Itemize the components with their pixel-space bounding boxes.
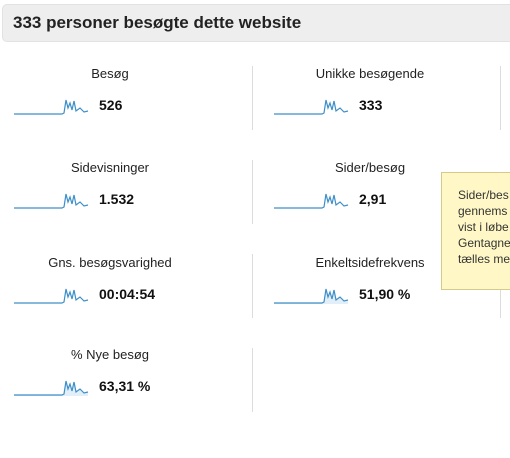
sparkline	[274, 288, 349, 304]
tooltip-line: tælles me	[458, 252, 510, 266]
sparkline	[14, 288, 89, 304]
metric[interactable]: Sider/besøg 2,91	[270, 160, 470, 240]
metric-label: Unikke besøgende	[315, 66, 425, 81]
metric[interactable]: % Nye besøg 63,31 %	[10, 347, 210, 427]
metric[interactable]: Unikke besøgende 333	[270, 66, 470, 146]
metric-label: Gns. besøgsvarighed	[48, 255, 172, 270]
sparkline	[274, 193, 349, 209]
divider	[252, 66, 253, 130]
metric[interactable]: Sidevisninger 1.532	[10, 160, 210, 240]
metric-label: Besøg	[91, 66, 129, 81]
sparkline	[274, 99, 349, 115]
tooltip-line: vist i løbe	[458, 220, 509, 234]
header-title: 333 personer besøgte dette website	[13, 13, 302, 32]
metric-value: 00:04:54	[99, 286, 156, 302]
header: 333 personer besøgte dette website	[2, 4, 510, 42]
metric[interactable]: Gns. besøgsvarighed 00:04:54	[10, 255, 210, 335]
metric-value: 63,31 %	[99, 378, 151, 394]
divider	[500, 66, 501, 130]
sparkline	[14, 380, 89, 396]
divider	[252, 254, 253, 318]
divider	[252, 348, 253, 412]
metric-label: % Nye besøg	[70, 347, 150, 362]
metric-value: 526	[99, 97, 123, 113]
tooltip: Sider/bes gennems vist i løbe Gentagne t…	[441, 172, 510, 290]
metric-value: 333	[359, 97, 383, 113]
metric-label: Sider/besøg	[334, 160, 406, 175]
tooltip-line: Sider/bes	[458, 188, 509, 202]
tooltip-line: Gentagne	[458, 236, 510, 250]
sparkline	[14, 99, 89, 115]
metric-label: Sidevisninger	[70, 160, 150, 175]
sparkline	[14, 193, 89, 209]
tooltip-line: gennems	[458, 204, 508, 218]
metric-value: 1.532	[99, 191, 135, 207]
metric[interactable]: Enkeltsidefrekvens 51,90 %	[270, 255, 470, 335]
divider	[252, 160, 253, 224]
metric-value: 2,91	[359, 191, 387, 207]
metric-value: 51,90 %	[359, 286, 411, 302]
metric[interactable]: Besøg 526	[10, 66, 210, 146]
metric-label: Enkeltsidefrekvens	[315, 255, 425, 270]
